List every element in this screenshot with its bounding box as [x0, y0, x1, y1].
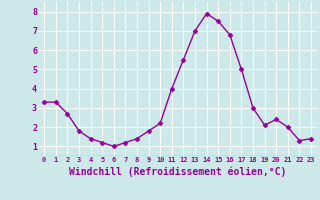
X-axis label: Windchill (Refroidissement éolien,°C): Windchill (Refroidissement éolien,°C)	[69, 166, 286, 177]
